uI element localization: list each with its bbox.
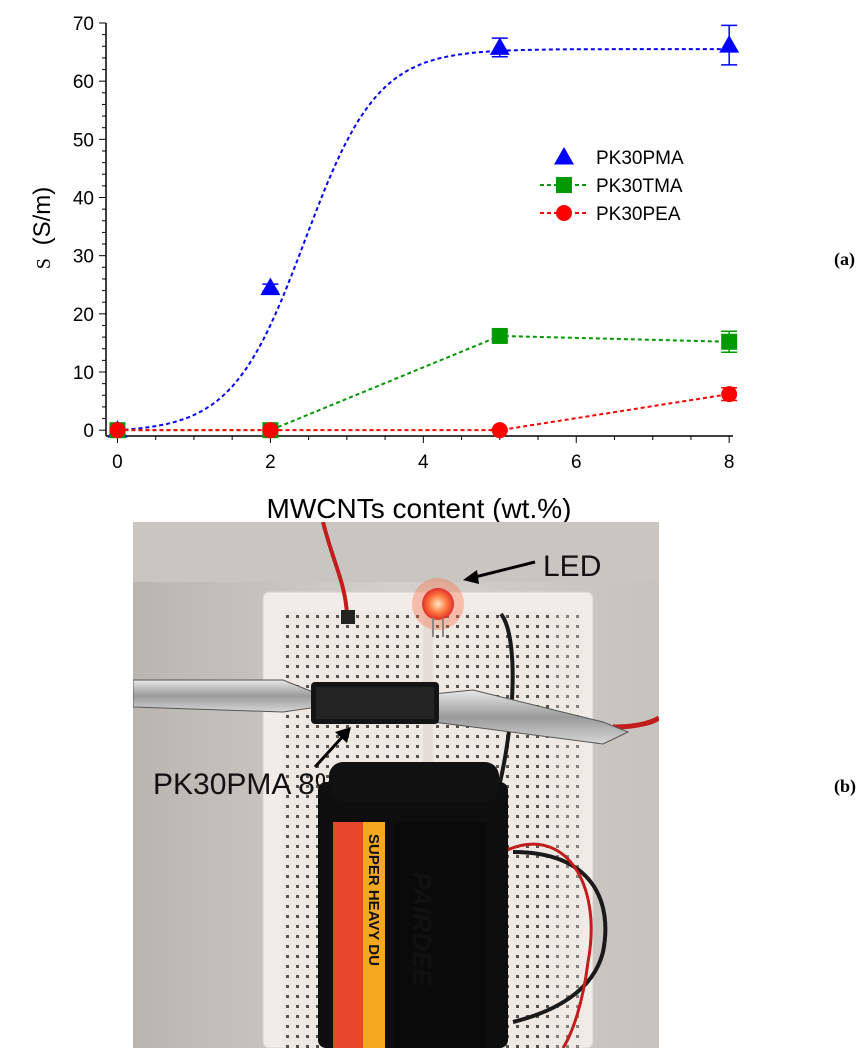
led-arrow xyxy=(470,560,536,580)
fit-line-pk30pea xyxy=(117,393,730,432)
x-axis-title: MWCNTs content (wt.%) xyxy=(267,493,572,522)
data-markers xyxy=(107,35,740,439)
circuit-photo-drawing: SUPER HEAVY DU PAIRDEE LED PK30PMA 8% xyxy=(133,522,659,1048)
error-bars xyxy=(109,24,738,434)
data-point-pk30pma xyxy=(260,277,281,296)
x-tick-label: 4 xyxy=(418,452,429,473)
y-tick-label: 70 xyxy=(73,14,94,35)
fit-line-pk30tma xyxy=(117,334,730,432)
x-tick-label: 0 xyxy=(112,452,123,473)
legend-marker-pk30pma xyxy=(554,147,574,165)
fit-line-pk30pma xyxy=(117,48,730,432)
y-tick-label: 30 xyxy=(73,247,94,268)
battery-brand-text: SUPER HEAVY DU xyxy=(365,834,382,966)
panel-label-a: (a) xyxy=(834,249,855,269)
led xyxy=(422,588,454,620)
legend-marker-pk30tma xyxy=(556,177,572,193)
y-tick-label: 20 xyxy=(73,305,94,326)
battery-9v: SUPER HEAVY DU PAIRDEE xyxy=(318,762,508,1048)
red-wire-right xyxy=(612,715,659,730)
data-point-pk30pma xyxy=(489,37,510,55)
data-point-pk30pea xyxy=(721,386,738,403)
battery-logo-text: PAIRDEE xyxy=(407,872,437,986)
led-label: LED xyxy=(543,550,601,583)
legend-label-pk30pea: PK30PEA xyxy=(596,204,681,225)
y-tick-label: 0 xyxy=(83,421,94,442)
legend-marker-pk30pea xyxy=(556,205,572,221)
data-point-pk30pea xyxy=(109,422,126,439)
y-axis-unit: (S/m) xyxy=(29,187,56,246)
sample-label: PK30PMA 8% xyxy=(153,768,341,801)
circuit-photo: SUPER HEAVY DU PAIRDEE LED PK30PMA 8% xyxy=(133,522,659,1048)
y-tick-label: 60 xyxy=(73,72,94,93)
data-point-pk30pma xyxy=(719,35,740,53)
legend-label-pk30pma: PK30PMA xyxy=(596,148,684,169)
legend-label-pk30tma: PK30TMA xyxy=(596,176,683,197)
y-tick-label: 40 xyxy=(73,189,94,210)
y-tick-label: 10 xyxy=(73,363,94,384)
svg-text:S (S/m): S (S/m) xyxy=(29,187,56,269)
x-tick-label: 8 xyxy=(724,452,735,473)
data-point-pk30pea xyxy=(262,422,279,439)
y-axis-title: S (S/m) xyxy=(29,187,56,269)
red-wire-top xyxy=(321,522,349,615)
y-tick-label: 50 xyxy=(73,130,94,151)
legend: PK30PMA PK30TMA PK30PEA xyxy=(540,147,684,225)
right-alligator-clip xyxy=(432,689,630,745)
panel-label-b: (b) xyxy=(834,776,856,796)
x-tick-label: 2 xyxy=(265,452,276,473)
sample-arrow xyxy=(313,732,347,769)
fit-curves xyxy=(117,48,730,432)
data-point-pk30tma xyxy=(491,327,508,344)
data-point-pk30tma xyxy=(721,333,738,350)
y-axis-symbol: S xyxy=(33,258,55,269)
chart-axes: 0 2 4 6 8 0 10 20 30 40 50 60 70 xyxy=(73,14,735,473)
data-point-pk30pea xyxy=(491,422,508,439)
left-alligator-clip xyxy=(133,679,319,713)
x-tick-label: 6 xyxy=(571,452,582,473)
